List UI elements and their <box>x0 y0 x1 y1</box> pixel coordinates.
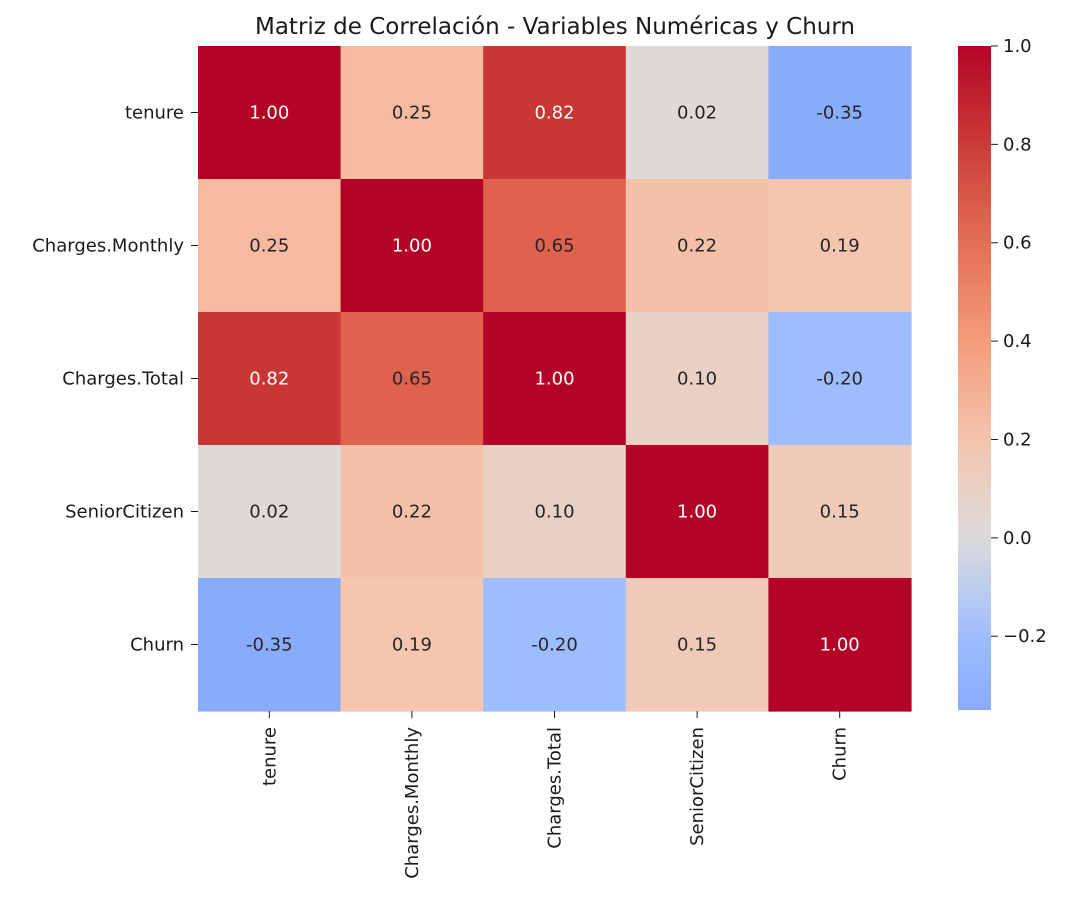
x-tick-label: tenure <box>259 727 280 786</box>
x-tick-label: SeniorCitizen <box>687 727 708 846</box>
colorbar-tick-label: −0.2 <box>1003 626 1047 647</box>
colorbar-tick-label: 0.6 <box>1003 233 1032 254</box>
heatmap-cell <box>198 312 342 446</box>
cell-value-label: -0.35 <box>816 103 863 124</box>
cell-value-label: 0.02 <box>677 103 717 124</box>
chart-title: Matriz de Correlación - Variables Numéri… <box>255 14 855 40</box>
cell-value-label: -0.20 <box>816 369 863 390</box>
cell-value-label: 0.19 <box>820 236 860 257</box>
cell-value-label: 1.00 <box>677 502 717 523</box>
cell-value-label: 0.25 <box>392 103 432 124</box>
heatmap-cell <box>483 179 627 313</box>
y-tick-label: Charges.Monthly <box>32 236 184 257</box>
heatmap-cell <box>768 312 912 446</box>
heatmap-cell <box>340 312 484 446</box>
heatmap-cell <box>625 46 769 180</box>
cell-value-label: 0.65 <box>392 369 432 390</box>
heatmap-cell <box>483 445 627 579</box>
cell-value-label: 0.22 <box>392 502 432 523</box>
cell-value-label: 0.19 <box>392 635 432 656</box>
cell-value-label: 0.25 <box>249 236 289 257</box>
colorbar-tick-label: 0.2 <box>1003 429 1032 450</box>
heatmap-cell <box>768 46 912 180</box>
heatmap-cell <box>625 578 769 712</box>
cell-value-label: 1.00 <box>249 103 289 124</box>
cell-value-label: 0.82 <box>534 103 574 124</box>
heatmap-cell <box>198 445 342 579</box>
colorbar-tick-label: 1.0 <box>1003 36 1032 57</box>
heatmap-cell <box>625 445 769 579</box>
cell-value-label: 0.02 <box>249 502 289 523</box>
heatmap-cell <box>198 46 342 180</box>
heatmap-cell <box>768 179 912 313</box>
heatmap-cells: 1.00 0.25 0.82 0.02 -0.35 0.25 1.00 0.65 0.22 0.1… <box>198 46 912 712</box>
x-tick-label: Charges.Monthly <box>402 727 423 879</box>
cell-value-label: 1.00 <box>534 369 574 390</box>
colorbar-tick-label: 0.0 <box>1003 528 1032 549</box>
colorbar-tick-label: 0.4 <box>1003 331 1032 352</box>
cell-value-label: 0.82 <box>249 369 289 390</box>
y-tick-label: tenure <box>125 103 184 124</box>
x-tick-label: Churn <box>830 727 851 781</box>
y-tick-label: SeniorCitizen <box>65 502 184 523</box>
y-tick-label: Churn <box>130 635 184 656</box>
cell-value-label: 0.65 <box>534 236 574 257</box>
heatmap-cell <box>483 312 627 446</box>
heatmap-cell <box>483 578 627 712</box>
heatmap-cell <box>768 578 912 712</box>
colorbar: −0.2 0.0 0.2 0.4 0.6 0.8 1.0 <box>958 36 1047 710</box>
x-tick-label: Charges.Total <box>545 727 566 849</box>
heatmap-cell <box>625 312 769 446</box>
heatmap-cell <box>483 46 627 180</box>
heatmap-cell <box>198 578 342 712</box>
heatmap-cell <box>340 578 484 712</box>
cell-value-label: -0.20 <box>531 635 578 656</box>
heatmap-cell <box>198 179 342 313</box>
cell-value-label: 0.10 <box>534 502 574 523</box>
cell-value-label: 1.00 <box>392 236 432 257</box>
cell-value-label: 0.15 <box>820 502 860 523</box>
heatmap-cell <box>340 179 484 313</box>
cell-value-label: 1.00 <box>820 635 860 656</box>
y-tick-label: Charges.Total <box>62 369 184 390</box>
heatmap-cell <box>625 179 769 313</box>
cell-value-label: 0.15 <box>677 635 717 656</box>
colorbar-tick-label: 0.8 <box>1003 134 1032 155</box>
heatmap-cell <box>340 46 484 180</box>
x-axis: tenure Charges.Monthly Charges.Total Senior… <box>259 711 851 879</box>
cell-value-label: -0.35 <box>246 635 293 656</box>
heatmap-cell <box>768 445 912 579</box>
cell-value-label: 0.10 <box>677 369 717 390</box>
cell-value-label: 0.22 <box>677 236 717 257</box>
colorbar-gradient <box>958 46 991 710</box>
y-axis: tenure Charges.Monthly Charges.Total Senior… <box>32 103 198 656</box>
heatmap-cell <box>340 445 484 579</box>
